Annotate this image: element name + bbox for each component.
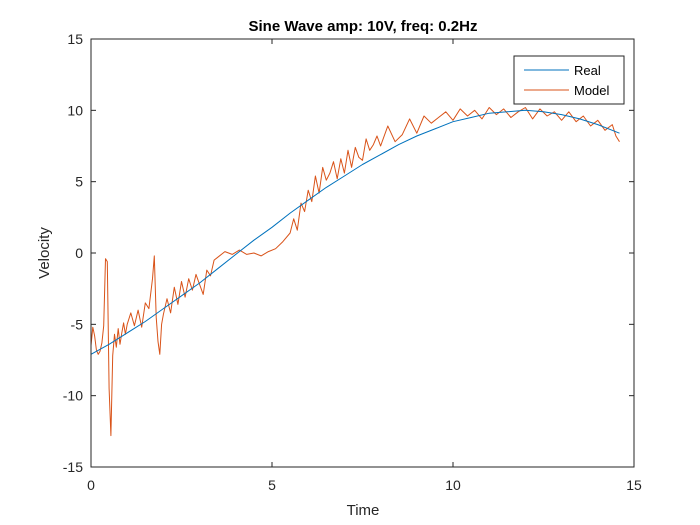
y-tick-label: -15: [63, 459, 83, 475]
x-tick-label: 15: [626, 477, 642, 493]
plot-background: [91, 39, 634, 467]
series-line-real: [90, 109, 620, 355]
plot-area: [91, 39, 634, 467]
legend-label-real: Real: [574, 63, 601, 78]
x-tick-label: 0: [87, 477, 95, 493]
y-tick-label: 15: [67, 31, 83, 47]
y-tick-label: -10: [63, 388, 83, 404]
legend: Real Model: [513, 55, 625, 105]
y-tick-label: 10: [67, 102, 83, 118]
y-tick-label: -5: [71, 316, 84, 332]
ticks-layer: 0 5 10 15 -15 -10 -5 0 5 10 15: [63, 31, 642, 493]
x-axis-label: Time: [347, 502, 380, 519]
y-axis-label: Velocity: [36, 227, 53, 279]
y-tick-label: 5: [75, 174, 83, 190]
chart-title: Sine Wave amp: 10V, freq: 0.2Hz: [249, 18, 478, 35]
series-line-model: [90, 107, 620, 437]
x-tick-label: 10: [445, 477, 461, 493]
legend-box: [513, 55, 625, 105]
legend-label-model: Model: [574, 83, 610, 98]
series-layer: [90, 107, 620, 437]
x-tick-label: 5: [268, 477, 276, 493]
y-tick-label: 0: [75, 245, 83, 261]
